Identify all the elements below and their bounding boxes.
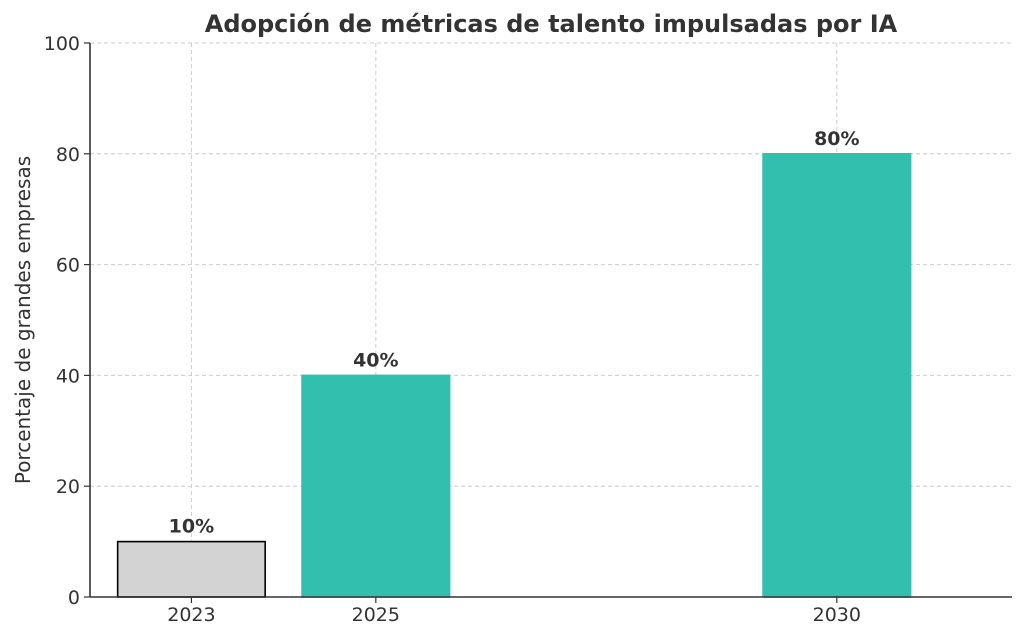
axes [89, 43, 1012, 598]
bar-2030 [762, 153, 912, 598]
bar-2025 [301, 374, 451, 598]
bars [116, 153, 912, 598]
y-tick-label: 0 [68, 587, 80, 609]
data-label: 10% [169, 516, 214, 538]
x-tick-label: 2023 [167, 604, 215, 626]
data-label: 40% [353, 349, 398, 371]
y-tick-label: 100 [44, 33, 80, 55]
chart-title: Adopción de métricas de talento impulsad… [205, 10, 898, 38]
y-tick-label: 80 [56, 144, 80, 166]
data-label: 80% [814, 128, 859, 150]
y-axis-label: Porcentaje de grandes empresas [11, 156, 35, 484]
y-tick-label: 60 [56, 255, 80, 277]
data-labels: 10% 40% 80% [169, 128, 860, 538]
y-tick-label: 40 [56, 365, 80, 387]
bar-2023 [116, 540, 266, 598]
y-tick-label: 20 [56, 476, 80, 498]
x-tick-label: 2025 [352, 604, 400, 626]
tick-labels: 0 20 40 60 80 100 2023 2025 2030 [44, 33, 861, 626]
x-tick-label: 2030 [813, 604, 861, 626]
